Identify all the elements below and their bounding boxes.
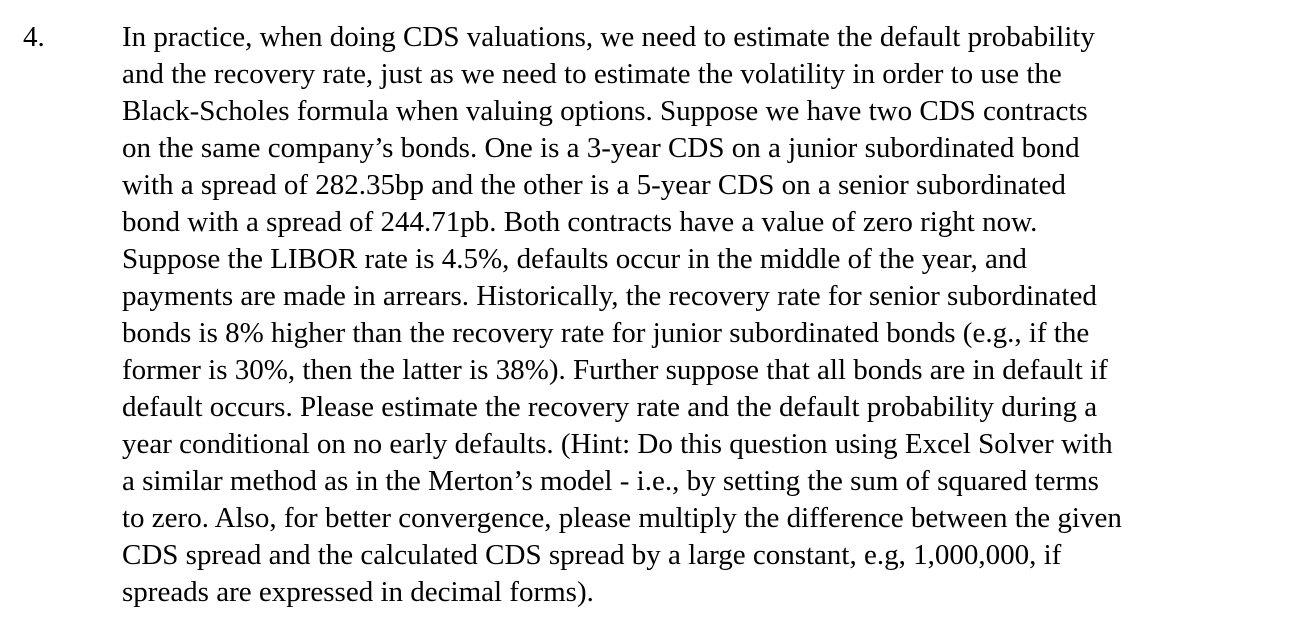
question-line: a similar method as in the Merton’s mode… [122,465,1099,497]
question-line: with a spread of 282.35bp and the other … [122,169,1066,201]
question-text: In practice, when doing CDS valuations, … [122,19,1282,611]
question-line: on the same company’s bonds. One is a 3-… [122,132,1080,164]
question-line: bond with a spread of 244.71pb. Both con… [122,206,1038,238]
question-line: Suppose the LIBOR rate is 4.5%, defaults… [122,243,1027,275]
question-number: 4. [23,21,45,53]
question-line: and the recovery rate, just as we need t… [122,58,1062,90]
question-line: to zero. Also, for better convergence, p… [122,502,1122,534]
question-line: default occurs. Please estimate the reco… [122,391,1098,423]
question-line: spreads are expressed in decimal forms). [122,576,594,608]
question-line: former is 30%, then the latter is 38%). … [122,354,1108,386]
question-line: payments are made in arrears. Historical… [122,280,1097,312]
question-line: bonds is 8% higher than the recovery rat… [122,317,1090,349]
question-line: CDS spread and the calculated CDS spread… [122,539,1062,571]
question-line: In practice, when doing CDS valuations, … [122,21,1095,53]
question-line: Black-Scholes formula when valuing optio… [122,95,1088,127]
question-line: year conditional on no early defaults. (… [122,428,1113,460]
